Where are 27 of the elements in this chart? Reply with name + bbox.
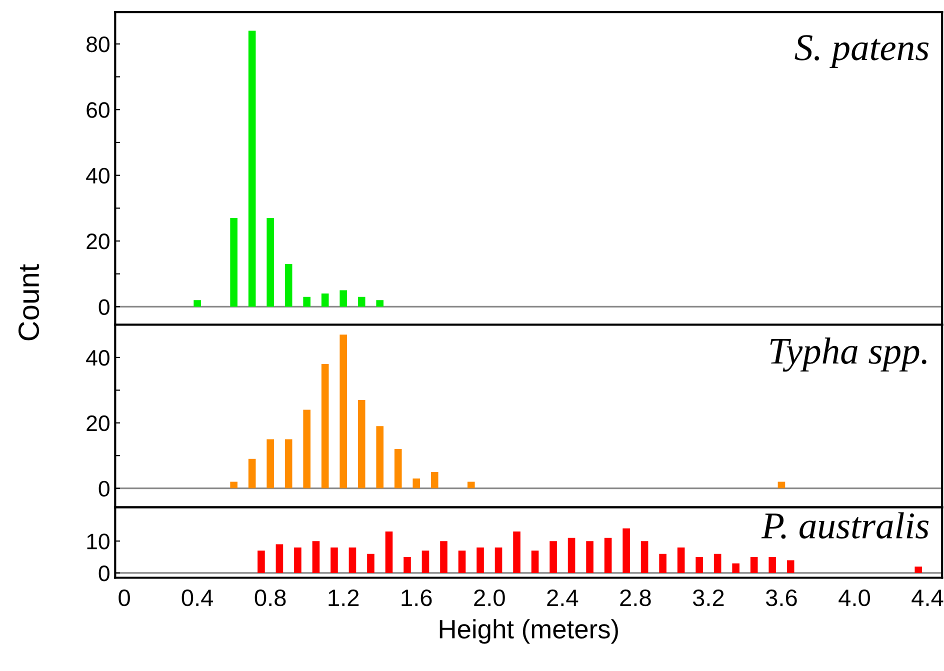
x-tick-label: 2.4 — [547, 589, 578, 606]
chart-title: P. australis — [761, 512, 929, 539]
y-tick-label: 20 — [86, 415, 110, 432]
y-tick-label: 60 — [86, 102, 110, 118]
x-tick-label: 0 — [118, 589, 130, 606]
x-tick-label: 0.4 — [182, 589, 214, 606]
x-axis-title: Height (meters) — [440, 619, 618, 644]
chart-title: Typha spp. — [770, 338, 926, 372]
y-tick-label: 20 — [86, 234, 110, 250]
x-tick-label: 4.0 — [838, 589, 870, 606]
x-tick-label: 2.0 — [474, 589, 505, 606]
y-tick-label: 0 — [98, 565, 110, 582]
y-tick-label: 0 — [98, 480, 110, 497]
x-tick-label: 4.4 — [912, 590, 944, 606]
y-tick-label: 40 — [86, 350, 110, 366]
x-tick-label: 3.6 — [766, 589, 797, 606]
y-tick-label: 80 — [86, 36, 110, 52]
y-tick-label: 0 — [98, 299, 110, 315]
x-tick-label: 1.2 — [328, 589, 359, 606]
x-tick-label: 1.6 — [402, 589, 432, 606]
text: S. patens — [794, 35, 929, 68]
x-tick-label: 2.8 — [620, 589, 651, 606]
y-axis-title: Count — [18, 264, 40, 340]
x-tick-label: 0.8 — [254, 589, 286, 606]
x-tick-label: 3.2 — [692, 589, 724, 606]
y-tick-label: 40 — [86, 168, 110, 184]
y-tick-label: 10 — [87, 534, 110, 550]
